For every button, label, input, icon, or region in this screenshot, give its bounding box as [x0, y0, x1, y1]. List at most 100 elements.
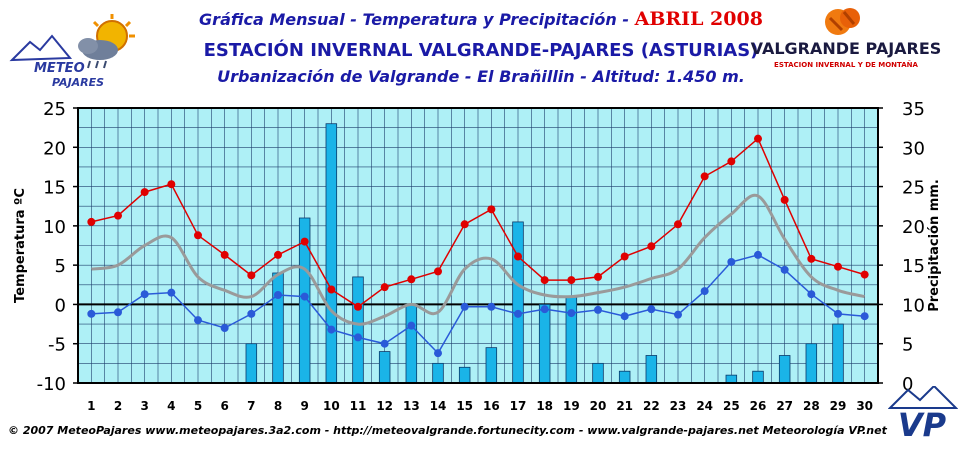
min-temperature-point: [354, 333, 362, 342]
x-tick-label: 24: [696, 399, 713, 413]
x-tick-label: 29: [830, 399, 847, 413]
max-temperature-point: [727, 157, 736, 166]
x-tick-label: 20: [590, 399, 607, 413]
y-tick-label: -10: [37, 374, 66, 395]
x-tick-label: 4: [167, 399, 175, 413]
max-temperature-point: [380, 283, 389, 292]
max-temperature-point: [807, 254, 816, 263]
x-tick-label: 28: [803, 399, 820, 413]
precipitation-bar: [352, 276, 364, 384]
precipitation-bar: [325, 123, 338, 384]
min-temperature-point: [140, 290, 149, 299]
min-temperature-point: [114, 308, 122, 317]
max-temperature-point: [620, 252, 629, 261]
min-temperature-point: [194, 316, 202, 325]
x-tick-label: 14: [430, 399, 447, 413]
y2-tick-label: 30: [902, 138, 925, 159]
max-temperature-point: [274, 250, 282, 259]
max-temperature-point: [487, 205, 496, 214]
precipitation-bar: [458, 366, 471, 384]
precipitation-bar: [512, 221, 524, 384]
min-temperature-point: [487, 302, 496, 311]
valgrande-pajares-logo: VALGRANDE PAJARES ESTACION INVERNAL Y DE…: [751, 8, 942, 69]
x-tick-label: 21: [616, 399, 633, 413]
precipitation-bar: [752, 370, 764, 384]
x-tick-label: 12: [376, 399, 393, 413]
precipitation-bar: [805, 343, 818, 384]
min-temperature-point: [780, 265, 789, 274]
x-tick-label: 23: [670, 399, 687, 413]
min-temperature-point: [407, 321, 416, 330]
max-temperature-point: [434, 267, 442, 276]
x-tick-label: 13: [403, 399, 420, 413]
max-temperature-point: [514, 252, 522, 261]
max-temperature-point: [460, 220, 469, 229]
min-temperature-point: [514, 309, 522, 318]
max-temperature-point: [327, 285, 336, 294]
x-tick-label: 5: [194, 399, 202, 413]
precipitation-bar: [378, 351, 391, 384]
x-tick-label: 30: [856, 399, 873, 413]
x-tick-label: 9: [300, 399, 308, 413]
min-temperature-point: [167, 288, 176, 297]
min-temperature-point: [727, 258, 736, 266]
max-temperature-point: [167, 180, 176, 189]
x-tick-label: 25: [723, 399, 740, 413]
max-temperature-point: [540, 276, 549, 285]
precipitation-bar: [245, 343, 258, 384]
x-tick-label: 11: [350, 399, 367, 413]
x-tick-label: 15: [456, 399, 473, 413]
precipitation-bar: [485, 347, 498, 384]
min-temperature-point: [754, 250, 762, 259]
y-tick-label: 10: [43, 217, 66, 238]
x-tick-label: 8: [274, 399, 282, 413]
logo-left-line1: METEO: [34, 61, 85, 76]
max-temperature-point: [594, 272, 602, 281]
y-axis-label: Temperatura ºC: [13, 188, 28, 303]
max-temperature-point: [834, 262, 842, 271]
min-temperature-point: [647, 305, 656, 314]
precipitation-bar: [272, 272, 284, 384]
min-temperature-point: [674, 310, 682, 319]
precipitation-bar: [538, 304, 551, 384]
y-tick-label: -5: [48, 335, 66, 356]
min-temperature-point: [380, 339, 389, 348]
min-temperature-point: [87, 309, 96, 318]
min-temperature-line: [91, 254, 865, 355]
chart-title: Gráfica Mensual - Temperatura y Precipit…: [0, 8, 962, 30]
x-tick-label: 27: [776, 399, 793, 413]
min-temperature-point: [620, 312, 629, 321]
footer-credits: © 2007 MeteoPajares www.meteopajares.3a2…: [8, 424, 887, 437]
logo-left-line2: PAJARES: [52, 76, 104, 89]
x-tick-label: 17: [510, 399, 527, 413]
x-tick-label: 26: [750, 399, 767, 413]
min-temperature-point: [834, 309, 842, 318]
y2-tick-label: 5: [902, 335, 913, 356]
title-prefix: Gráfica Mensual - Temperatura y Precipit…: [199, 10, 630, 29]
y-tick-label: 20: [43, 138, 66, 159]
max-temperature-point: [700, 172, 709, 181]
x-tick-label: 2: [114, 399, 122, 413]
precipitation-bar: [592, 362, 604, 384]
y2-tick-label: 15: [902, 256, 925, 277]
min-temperature-point: [274, 291, 282, 299]
min-temperature-point: [700, 287, 709, 296]
logo-right-title: VALGRANDE PAJARES: [751, 39, 942, 58]
max-temperature-point: [87, 217, 96, 226]
precipitation-bar: [832, 323, 844, 384]
y-tick-label: 0: [55, 295, 66, 316]
max-temperature-point: [300, 237, 309, 246]
max-temperature-point: [247, 271, 256, 280]
y2-tick-label: 10: [902, 295, 925, 316]
y2-tick-label: 35: [902, 99, 925, 120]
min-temperature-point: [594, 305, 602, 314]
avg-temperature-line: [91, 193, 866, 326]
max-temperature-point: [407, 275, 416, 284]
precipitation-bar: [778, 355, 791, 384]
max-temperature-point: [567, 276, 576, 285]
min-temperature-point: [567, 309, 576, 318]
y-tick-label: 5: [55, 256, 66, 277]
y-tick-label: 25: [43, 99, 66, 120]
precipitation-bar: [725, 374, 738, 384]
y2-tick-label: 20: [902, 217, 925, 238]
